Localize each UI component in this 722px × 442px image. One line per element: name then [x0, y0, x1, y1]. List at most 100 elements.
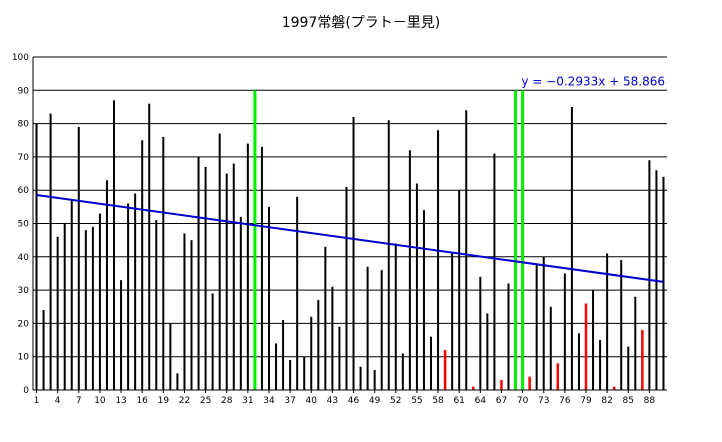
bar — [282, 320, 285, 390]
x-tick-label: 19 — [158, 396, 170, 406]
trendline-group: y = −0.2933x + 58.866 — [36, 74, 665, 283]
x-tick-label: 82 — [601, 396, 612, 406]
x-tick-label: 34 — [263, 396, 275, 406]
bar — [542, 256, 545, 390]
bar — [401, 353, 404, 390]
bar — [296, 196, 299, 390]
x-tick-label: 73 — [538, 396, 549, 406]
y-tick-label: 0 — [23, 386, 29, 396]
bar — [162, 136, 165, 390]
x-tick-label: 43 — [327, 396, 338, 406]
x-tick-label: 1 — [34, 396, 40, 406]
x-tick-label: 37 — [284, 396, 295, 406]
bar — [507, 283, 510, 390]
bar — [627, 346, 630, 390]
bar — [84, 230, 87, 390]
bar — [359, 366, 362, 390]
y-tick-label: 90 — [18, 86, 30, 96]
bar — [465, 110, 468, 390]
trendline-equation: y = −0.2933x + 58.866 — [521, 74, 665, 88]
bar — [253, 90, 257, 391]
bar — [134, 193, 137, 390]
x-tick-label: 10 — [94, 396, 106, 406]
bar — [331, 286, 334, 390]
x-tick-label: 4 — [55, 396, 61, 406]
bar — [303, 356, 306, 390]
bar — [127, 203, 130, 390]
x-tick-label: 85 — [623, 396, 634, 406]
bar — [451, 253, 454, 390]
x-tick-label: 31 — [242, 396, 253, 406]
bar — [77, 126, 80, 391]
x-tick-label: 76 — [559, 396, 571, 406]
bar — [570, 106, 573, 390]
bar — [415, 183, 418, 390]
bar — [197, 156, 200, 390]
bar — [514, 90, 518, 391]
bar — [169, 323, 172, 390]
bar — [472, 386, 475, 390]
bar — [430, 336, 433, 390]
bar — [634, 296, 637, 390]
y-tick-label: 50 — [18, 220, 30, 230]
bar — [486, 313, 489, 390]
tick-labels: 0 10 20 30 40 50 60 70 80 90 100 1 4 7 10 13 16 19 22 25 28 3… — [12, 53, 656, 406]
bar — [352, 116, 355, 390]
y-tick-label: 20 — [18, 319, 30, 329]
bar — [113, 100, 116, 390]
y-tick-label: 80 — [18, 120, 30, 130]
x-tick-label: 61 — [453, 396, 464, 406]
x-tick-label: 64 — [475, 396, 487, 406]
bar — [324, 246, 327, 390]
bar — [535, 263, 538, 390]
bar — [267, 206, 270, 390]
bar — [56, 236, 59, 390]
bar — [612, 386, 616, 390]
bar — [260, 146, 263, 390]
bar — [246, 143, 249, 390]
bar — [183, 233, 186, 390]
x-tick-label: 7 — [76, 396, 82, 406]
bar — [289, 360, 292, 390]
bar — [387, 120, 390, 391]
bar — [35, 123, 38, 390]
bar — [232, 163, 235, 390]
y-tick-label: 30 — [18, 286, 30, 296]
bar — [49, 113, 52, 391]
bar — [211, 293, 214, 390]
x-tick-label: 79 — [580, 396, 592, 406]
bar — [521, 90, 525, 391]
bar — [98, 213, 101, 390]
bar — [239, 216, 242, 390]
bar — [317, 300, 320, 390]
x-tick-label: 25 — [200, 396, 211, 406]
bar — [479, 276, 482, 390]
bar — [105, 180, 108, 390]
bar — [148, 103, 151, 391]
bar — [218, 133, 221, 390]
bar — [549, 306, 552, 390]
bar — [408, 150, 411, 390]
bar — [225, 173, 228, 390]
bar — [70, 200, 73, 390]
bars — [35, 90, 665, 391]
bar — [190, 240, 193, 390]
x-tick-label: 22 — [179, 396, 190, 406]
x-tick-label: 52 — [390, 396, 401, 406]
bar — [620, 260, 623, 390]
x-tick-label: 55 — [411, 396, 422, 406]
bar — [176, 373, 179, 390]
x-tick-label: 13 — [115, 396, 126, 406]
bar — [584, 303, 588, 390]
bar — [606, 253, 609, 390]
bar — [91, 226, 94, 390]
trendline — [36, 193, 664, 283]
bar — [592, 290, 595, 390]
x-tick-label: 70 — [517, 396, 529, 406]
chart-title: 1997常磐(プラト－里見) — [281, 15, 441, 31]
bar — [155, 220, 158, 390]
bar — [63, 223, 66, 390]
bar — [641, 330, 644, 390]
bar — [493, 153, 496, 390]
